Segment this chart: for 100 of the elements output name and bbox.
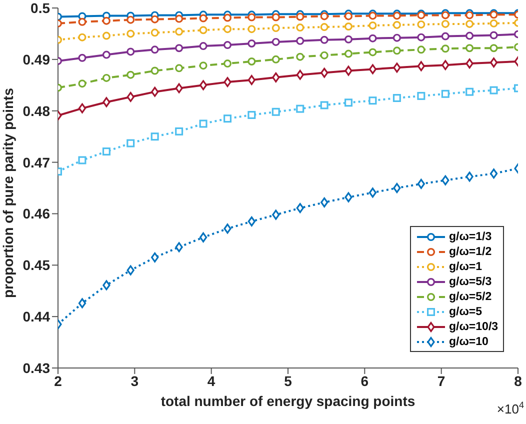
point (78, 80, 86, 88)
y-tick-label: 0.49 (22, 51, 50, 68)
point (248, 25, 256, 34)
point (442, 60, 450, 70)
point (368, 34, 377, 42)
point (150, 15, 159, 24)
point (272, 210, 280, 220)
point (248, 110, 256, 119)
point (296, 70, 304, 80)
point (490, 168, 498, 179)
x-tick-label: 3 (130, 372, 139, 389)
point (102, 32, 110, 40)
point (417, 178, 425, 189)
point (490, 86, 498, 94)
point (199, 14, 208, 22)
point (102, 50, 110, 59)
point (490, 44, 498, 52)
point (466, 172, 474, 182)
point (417, 46, 426, 54)
point (224, 77, 232, 88)
point (441, 90, 450, 98)
point (368, 188, 377, 198)
legend-label: g/ω=1/3 (449, 230, 492, 242)
point (175, 127, 184, 136)
point (78, 298, 86, 308)
point (224, 114, 232, 123)
point (102, 97, 110, 108)
point (344, 22, 352, 31)
point (102, 74, 110, 82)
legend-label: g/ω=1 (449, 260, 482, 272)
point (441, 20, 450, 28)
point (272, 38, 280, 46)
x-tick-label: 6 (360, 372, 369, 389)
point (392, 94, 401, 102)
point (224, 14, 232, 22)
y-tick-label: 0.47 (22, 154, 50, 170)
point (272, 72, 280, 82)
point (320, 36, 328, 44)
point (248, 57, 256, 66)
y-tick-label: 0.44 (22, 308, 50, 325)
point (368, 48, 377, 56)
point (272, 108, 280, 116)
point (296, 36, 304, 45)
point (126, 92, 134, 102)
x-tick-label: 2 (54, 372, 62, 389)
y-tick-label: 0.48 (22, 102, 50, 119)
x-tick-label: 7 (437, 372, 446, 389)
point (441, 32, 450, 40)
point (392, 20, 401, 29)
point (126, 16, 135, 24)
point (272, 55, 280, 64)
point (126, 139, 135, 148)
point (320, 68, 328, 78)
point (344, 12, 352, 20)
point (490, 58, 498, 68)
point (102, 147, 110, 156)
point (150, 132, 159, 141)
point (368, 64, 377, 74)
point (224, 41, 232, 50)
x-tick-label: 5 (284, 372, 292, 389)
point (150, 28, 159, 37)
point (320, 51, 328, 60)
point (417, 61, 425, 72)
point (466, 32, 474, 40)
point (224, 25, 232, 34)
y-tick-label: 0.45 (22, 257, 50, 274)
point (466, 44, 474, 52)
legend-label: g/ω=5/3 (449, 276, 492, 288)
point (368, 21, 377, 30)
point (102, 280, 110, 290)
point (344, 98, 352, 107)
y-tick-label: 0.5 (30, 0, 50, 16)
point (368, 96, 377, 105)
point (344, 50, 352, 58)
point (199, 62, 208, 70)
point (151, 252, 159, 262)
point (175, 28, 184, 36)
point (175, 14, 184, 23)
point (442, 175, 450, 186)
point (417, 20, 426, 28)
point (175, 44, 184, 52)
point (248, 39, 256, 48)
point (78, 54, 86, 62)
point (466, 58, 474, 69)
point (248, 216, 256, 226)
point (199, 26, 208, 34)
point (393, 62, 401, 73)
point (78, 103, 86, 114)
point (417, 92, 426, 100)
point (199, 80, 208, 90)
y-tick-label: 0.46 (22, 206, 50, 222)
point (126, 48, 135, 56)
point (248, 13, 256, 22)
point (175, 83, 183, 94)
point (126, 70, 135, 79)
text: ×10$^{4}$ (496, 400, 524, 416)
point (78, 33, 86, 42)
point (175, 242, 183, 252)
point (150, 66, 159, 75)
point (175, 64, 184, 72)
